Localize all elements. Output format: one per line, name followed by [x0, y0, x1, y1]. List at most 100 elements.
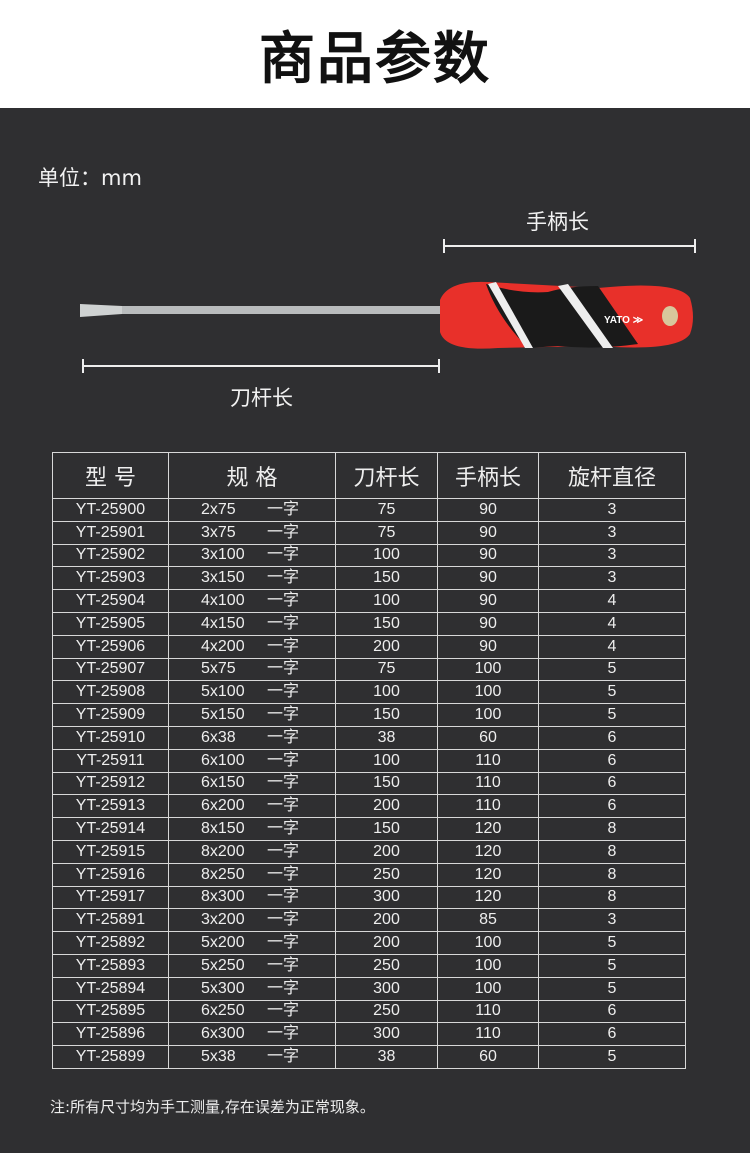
handle-length-cell: 110	[437, 794, 539, 819]
spec-size: 5x100	[201, 683, 245, 701]
spec-type: 一字	[267, 728, 300, 746]
spec-type: 一字	[267, 911, 300, 929]
model-cell: YT-25895	[52, 999, 169, 1024]
table-row: YT-25899 5x38 一字 38 60 5	[52, 1045, 686, 1069]
shaft-length-cell: 300	[335, 976, 438, 1001]
spec-cell: 3x150 一字	[168, 566, 336, 591]
diameter-cell: 5	[538, 953, 686, 978]
spec-cell: 6x250 一字	[168, 999, 336, 1024]
shaft-length-cell: 38	[335, 1045, 438, 1069]
header-model: 型 号	[52, 452, 169, 499]
shaft-length-label: 刀杆长	[230, 386, 293, 410]
handle-length-cell: 100	[437, 680, 539, 705]
model-cell: YT-25903	[52, 566, 169, 591]
spec-type: 一字	[267, 523, 300, 541]
handle-length-cell: 120	[437, 862, 539, 887]
spec-type: 一字	[267, 660, 300, 678]
table-row: YT-25896 6x300 一字 300 110 6	[52, 1022, 686, 1047]
spec-cell: 6x100 一字	[168, 748, 336, 773]
model-cell: YT-25891	[52, 908, 169, 933]
diameter-cell: 6	[538, 725, 686, 750]
model-cell: YT-25917	[52, 885, 169, 910]
handle-length-cell: 100	[437, 976, 539, 1001]
handle-length-cell: 90	[437, 589, 539, 613]
spec-cell: 4x150 一字	[168, 611, 336, 636]
model-cell: YT-25916	[52, 862, 169, 887]
diameter-cell: 3	[538, 543, 686, 568]
model-cell: YT-25902	[52, 543, 169, 568]
spec-type: 一字	[267, 888, 300, 906]
shaft-length-cell: 100	[335, 543, 438, 568]
shaft-length-cell: 250	[335, 953, 438, 978]
table-row: YT-25891 3x200 一字 200 85 3	[52, 908, 686, 933]
spec-size: 3x75	[201, 523, 236, 541]
handle-length-label: 手柄长	[526, 210, 589, 234]
spec-cell: 5x250 一字	[168, 953, 336, 978]
brand-logo: YATO ≫	[604, 315, 643, 326]
handle-dimension-line	[443, 239, 696, 253]
table-row: YT-25917 8x300 一字 300 120 8	[52, 885, 686, 910]
handle-length-cell: 120	[437, 839, 539, 864]
spec-type: 一字	[267, 637, 300, 655]
spec-size: 4x150	[201, 614, 245, 632]
model-cell: YT-25912	[52, 771, 169, 796]
diameter-cell: 5	[538, 976, 686, 1001]
handle-length-cell: 100	[437, 703, 539, 727]
shaft-length-cell: 100	[335, 748, 438, 773]
spec-type: 一字	[267, 751, 300, 769]
table-row: YT-25892 5x200 一字 200 100 5	[52, 931, 686, 955]
diameter-cell: 5	[538, 657, 686, 682]
table-row: YT-25913 6x200 一字 200 110 6	[52, 794, 686, 819]
model-cell: YT-25893	[52, 953, 169, 978]
spec-type: 一字	[267, 956, 300, 974]
spec-type: 一字	[267, 797, 300, 815]
spec-size: 6x250	[201, 1002, 245, 1020]
spec-cell: 2x75 一字	[168, 498, 336, 522]
table-row: YT-25905 4x150 一字 150 90 4	[52, 611, 686, 636]
shaft-length-cell: 200	[335, 908, 438, 933]
spec-size: 5x75	[201, 660, 236, 678]
header-banner: 商品参数	[0, 0, 750, 108]
handle-length-cell: 90	[437, 566, 539, 591]
spec-size: 4x200	[201, 637, 245, 655]
model-cell: YT-25892	[52, 931, 169, 955]
diameter-cell: 8	[538, 817, 686, 841]
table-row: YT-25901 3x75 一字 75 90 3	[52, 520, 686, 545]
diameter-cell: 3	[538, 520, 686, 545]
spec-size: 2x75	[201, 500, 236, 518]
model-cell: YT-25894	[52, 976, 169, 1001]
spec-size: 5x200	[201, 934, 245, 952]
spec-type: 一字	[267, 683, 300, 701]
shaft-length-cell: 200	[335, 634, 438, 659]
spec-cell: 6x150 一字	[168, 771, 336, 796]
spec-cell: 3x200 一字	[168, 908, 336, 933]
model-cell: YT-25915	[52, 839, 169, 864]
spec-size: 5x300	[201, 979, 245, 997]
unit-label: 单位：mm	[38, 166, 142, 190]
handle-length-cell: 120	[437, 817, 539, 841]
handle-length-cell: 60	[437, 1045, 539, 1069]
model-cell: YT-25896	[52, 1022, 169, 1047]
header-spec: 规 格	[168, 452, 336, 499]
footnote: 注:所有尺寸均为手工测量,存在误差为正常现象。	[50, 1098, 375, 1116]
model-cell: YT-25909	[52, 703, 169, 727]
spec-size: 8x200	[201, 842, 245, 860]
diameter-cell: 5	[538, 931, 686, 955]
spec-cell: 5x300 一字	[168, 976, 336, 1001]
model-cell: YT-25901	[52, 520, 169, 545]
table-row: YT-25907 5x75 一字 75 100 5	[52, 657, 686, 682]
spec-type: 一字	[267, 865, 300, 883]
shaft-length-cell: 150	[335, 703, 438, 727]
diameter-cell: 6	[538, 771, 686, 796]
shaft-length-cell: 200	[335, 794, 438, 819]
header-shaft-length: 刀杆长	[335, 452, 438, 499]
spec-cell: 5x38 一字	[168, 1045, 336, 1069]
handle-length-cell: 90	[437, 611, 539, 636]
table-row: YT-25916 8x250 一字 250 120 8	[52, 862, 686, 887]
diameter-cell: 3	[538, 566, 686, 591]
model-cell: YT-25899	[52, 1045, 169, 1069]
handle-length-cell: 85	[437, 908, 539, 933]
handle-length-cell: 110	[437, 748, 539, 773]
spec-type: 一字	[267, 1048, 300, 1066]
spec-cell: 8x250 一字	[168, 862, 336, 887]
